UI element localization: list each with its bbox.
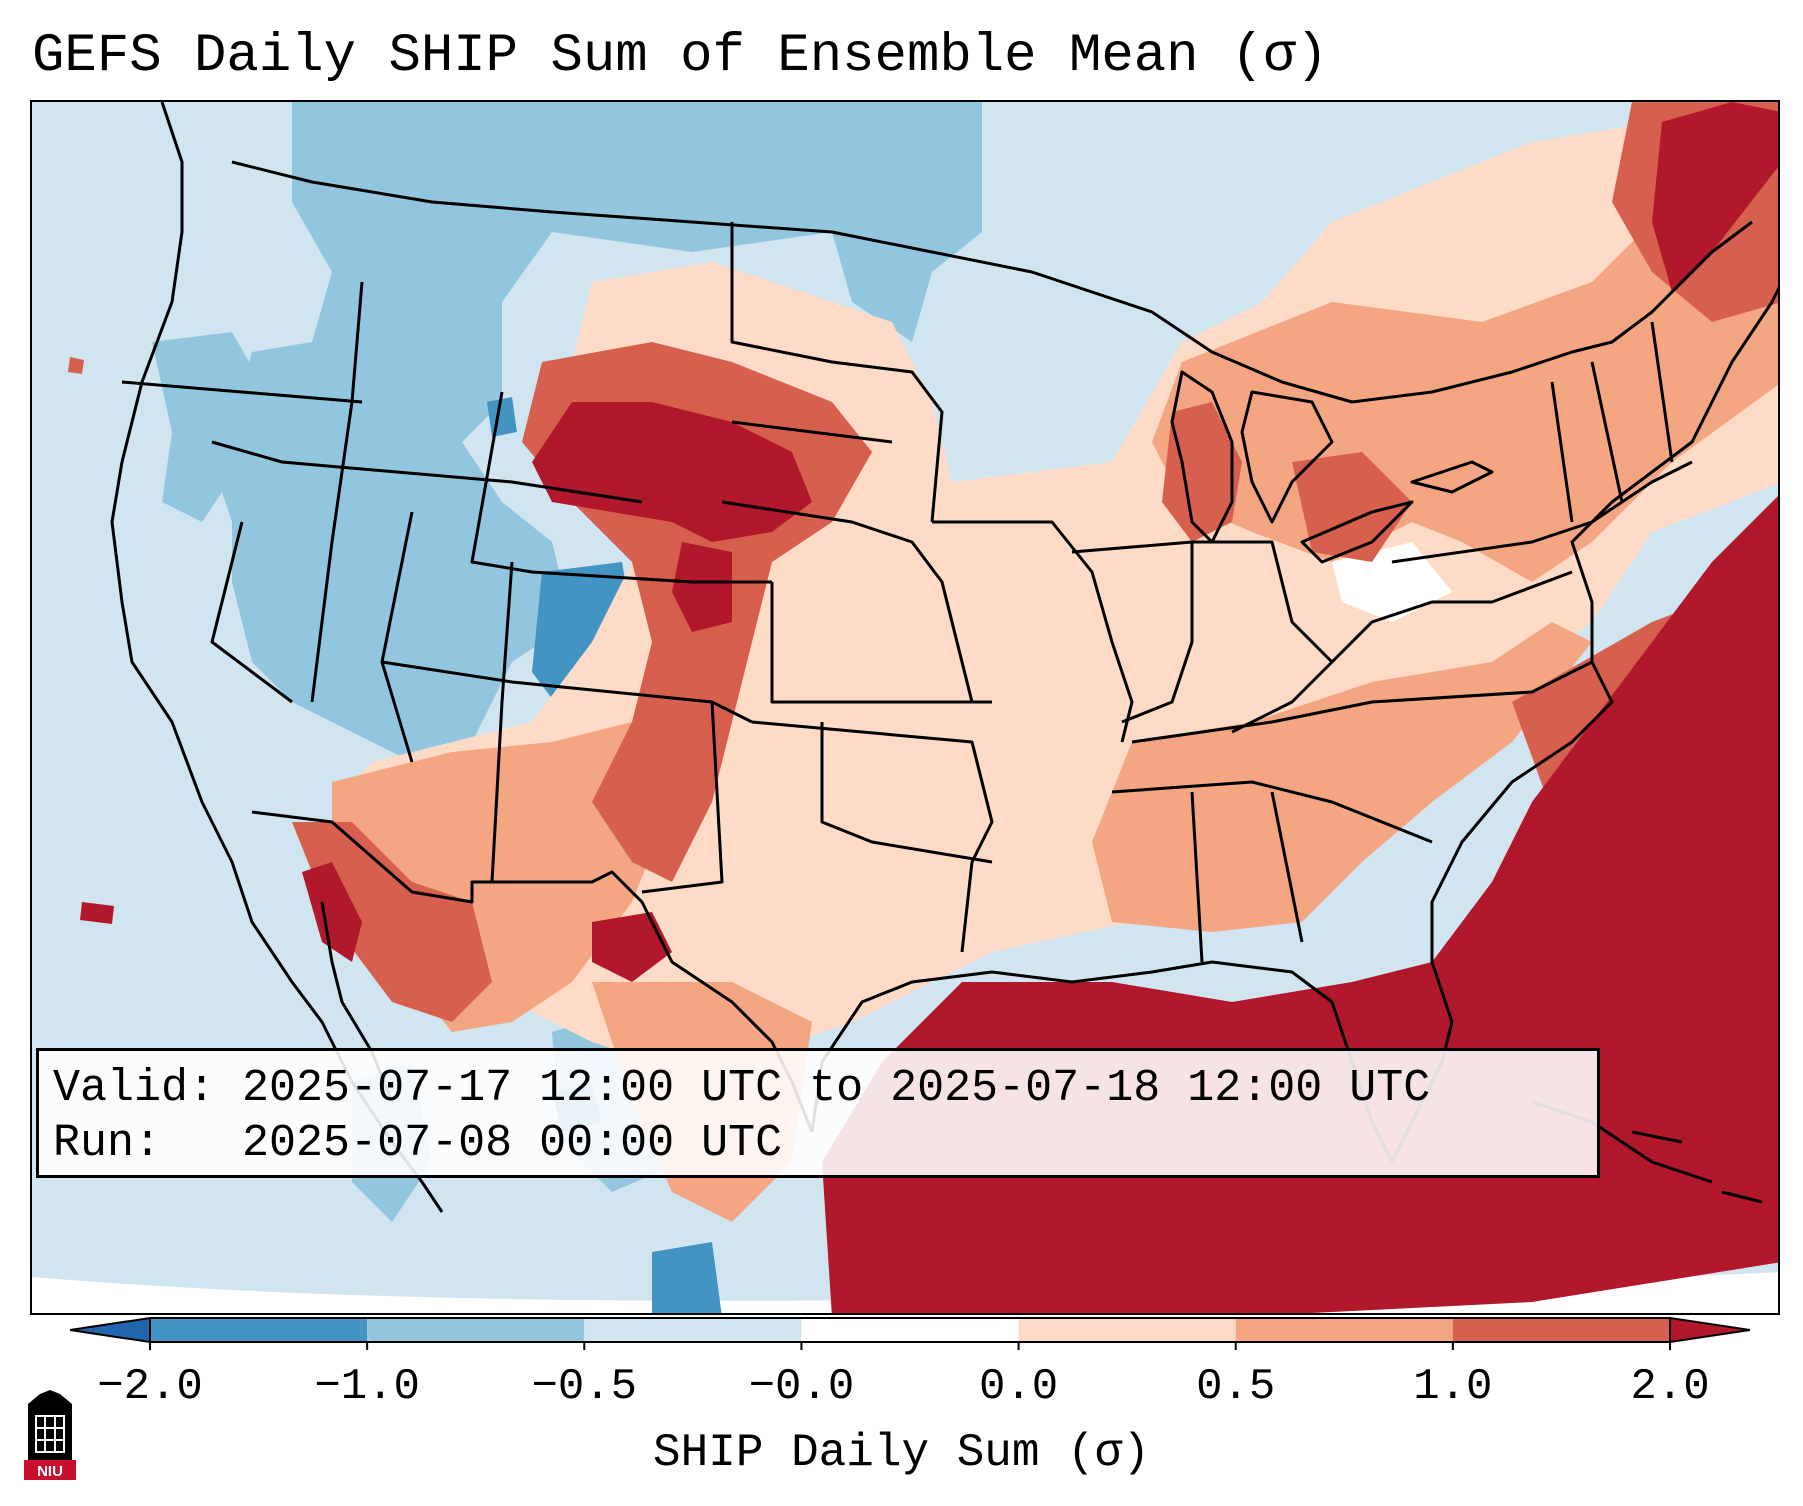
region-oregon-blue (152, 332, 272, 522)
region-newmexico-dark-red (592, 912, 672, 982)
region-lake-michigan-red (1162, 402, 1242, 542)
run-label: Run: (53, 1118, 162, 1169)
colorbar-segments (149, 1317, 1671, 1343)
colorbar-segment (801, 1318, 1019, 1342)
region-northeast-dark-red (1652, 102, 1778, 292)
colorbar (70, 1316, 1750, 1350)
logo-text: NIU (37, 1463, 63, 1480)
region-south-dark-blue (652, 1242, 722, 1313)
region-arizona-red (292, 822, 492, 1022)
state-lines-east (1071, 321, 1693, 963)
state-lines-west (121, 281, 772, 894)
region-colorado-dark-red (672, 542, 732, 632)
valid-value: 2025-07-17 12:00 UTC to 2025-07-18 12:00… (242, 1063, 1431, 1114)
niu-logo: NIU (24, 1390, 76, 1480)
valid-run-info-box: Valid: 2025-07-17 12:00 UTC to 2025-07-1… (36, 1048, 1600, 1178)
colorbar-tick-label: −1.0 (314, 1362, 420, 1412)
colorbar-tick-label: 0.5 (1196, 1362, 1276, 1412)
state-lines-central (721, 222, 1134, 953)
region-california-dark-red (302, 862, 362, 962)
colorbar-tick-label: −0.0 (748, 1362, 855, 1412)
colorbar-tick-label: −2.0 (97, 1362, 203, 1412)
region-neutral-white-1 (1332, 542, 1452, 622)
colorbar-tick-label: 2.0 (1630, 1362, 1710, 1412)
lake-ontario (1410, 460, 1494, 494)
colorbar-segment (367, 1318, 585, 1342)
lake-huron (1240, 390, 1334, 524)
colorbar-tick-labels: −2.0 −1.0 −0.5 −0.0 0.0 0.5 1.0 2.0 (0, 1360, 1803, 1420)
colorbar-tick-label: 1.0 (1413, 1362, 1493, 1412)
logo-tower-shape (28, 1390, 72, 1460)
mexico-boundary (251, 810, 814, 1133)
colorbar-label: SHIP Daily Sum (σ) (653, 1427, 1150, 1479)
region-southeast-orange (1092, 622, 1592, 932)
logo-red-band (24, 1460, 76, 1480)
colorbar-tick-label: −0.5 (531, 1362, 638, 1412)
colorbar-ticks (149, 1342, 1671, 1350)
valid-label: Valid: (53, 1063, 216, 1114)
colorbar-tick-label: 0.0 (978, 1362, 1059, 1412)
region-northwest-blue (212, 102, 832, 762)
canada-us-border (231, 160, 1753, 404)
colorbar-segment (584, 1318, 802, 1342)
colorbar-segment (1018, 1318, 1236, 1342)
lake-erie (1300, 500, 1414, 564)
colorbar-segment (1452, 1318, 1670, 1342)
colorbar-segment (1235, 1318, 1453, 1342)
colorbar-over-arrow (1669, 1316, 1750, 1344)
region-pacific-dark-red-spot (80, 902, 114, 924)
chart-title: GEFS Daily SHIP Sum of Ensemble Mean (σ) (32, 26, 1329, 87)
region-idaho-dark-blue (487, 397, 517, 437)
run-value: 2025-07-08 00:00 UTC (242, 1118, 783, 1169)
colorbar-segment (150, 1318, 368, 1342)
region-wyoming-dark-red (532, 402, 812, 542)
region-pacific-red-spot (68, 357, 84, 374)
logo-window-grid (35, 1415, 65, 1453)
colorbar-under-arrow (70, 1316, 151, 1344)
region-dakota-blue (822, 102, 982, 342)
